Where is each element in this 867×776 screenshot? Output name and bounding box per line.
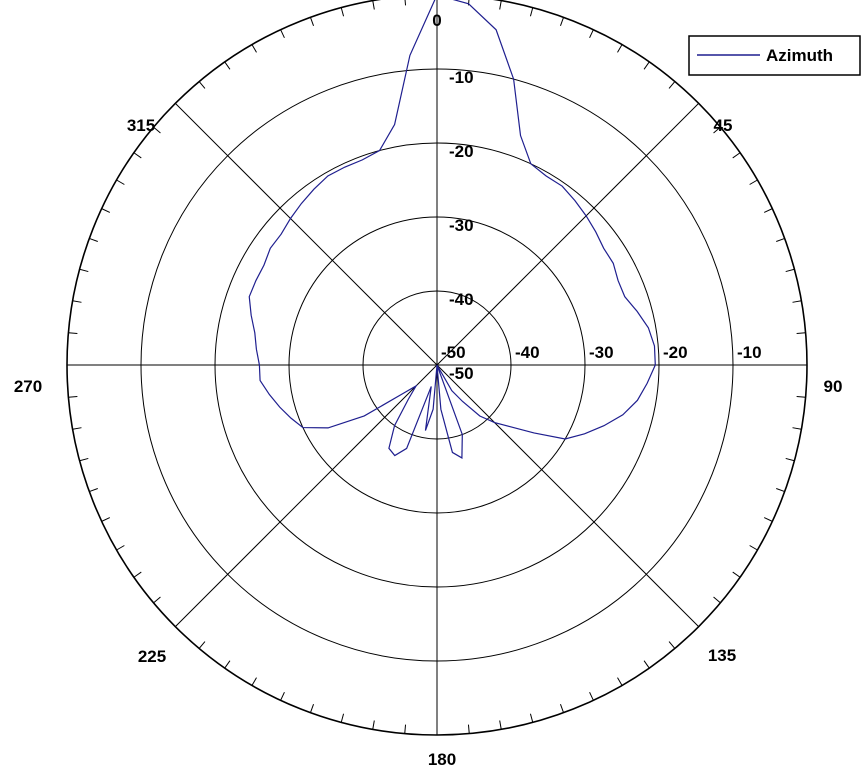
angle-tick [643,61,650,70]
angle-tick [792,427,802,430]
radial-label-horizontal: -10 [737,343,762,362]
angle-tick [792,300,802,303]
angle-tick [372,0,375,10]
angle-tick [589,29,594,39]
angle-tick [89,487,98,493]
angle-tick [617,44,623,53]
angle-label-180: 180 [428,750,456,769]
angle-label-315: 315 [127,116,155,135]
angle-tick [101,208,111,213]
angle-tick [776,237,785,243]
radial-tick-labels: -50 -50 -40 -40 -30 -30 -20 -20 -10 -10 [441,68,762,383]
radial-label-vertical: -50 [449,364,474,383]
angle-tick [732,571,741,578]
angle-tick [280,691,285,701]
angle-labels: 0 45 90 135 180 225 270 315 [14,11,843,769]
angle-tick [101,517,111,522]
outer-tick-marks [68,0,806,734]
angle-tick [763,517,773,522]
angle-tick [309,17,315,26]
angle-tick [467,724,470,734]
radial-label-vertical: -40 [449,290,474,309]
angle-tick [732,152,741,159]
angle-tick [404,0,407,6]
angle-tick [643,660,650,669]
angle-tick [713,126,721,134]
angle-tick [153,126,161,134]
angle-tick [340,713,345,723]
angle-tick [404,724,407,734]
radial-label-vertical: -30 [449,216,474,235]
angle-tick [72,427,82,430]
angle-tick [251,44,257,53]
angle-tick [198,641,206,649]
series-line-azimuth [248,0,656,459]
angle-tick [79,268,89,273]
angle-tick [72,300,82,303]
angle-tick [589,691,594,701]
angle-label-270: 270 [14,377,42,396]
legend: Azimuth [688,35,861,76]
angle-tick [796,395,806,398]
angle-tick [79,457,89,462]
angle-tick [68,395,78,398]
angle-tick [529,713,534,723]
angle-tick [153,596,161,604]
angle-label-45: 45 [714,116,733,135]
angle-label-225: 225 [138,647,166,666]
angle-tick [133,152,142,159]
angle-tick [749,179,758,185]
angle-tick [280,29,285,39]
radial-label-horizontal: -50 [441,343,466,362]
angle-tick [763,208,773,213]
angle-tick [89,237,98,243]
angle-tick [785,457,795,462]
angle-tick [749,545,758,551]
angle-tick [116,179,125,185]
angle-label-135: 135 [708,646,736,665]
angle-tick [198,81,206,89]
angle-label-90: 90 [824,377,843,396]
radial-label-horizontal: -20 [663,343,688,362]
angle-tick [617,677,623,686]
angle-tick [668,81,676,89]
angle-label-0: 0 [432,11,441,30]
angle-tick [785,268,795,273]
angle-tick [309,704,315,713]
angle-tick [796,332,806,335]
angle-tick [116,545,125,551]
angle-tick [559,704,565,713]
angle-tick [340,7,345,17]
legend-label-azimuth: Azimuth [766,46,833,65]
angle-tick [559,17,565,26]
angle-tick [224,660,231,669]
angle-tick [224,61,231,70]
radial-label-vertical: -10 [449,68,474,87]
angle-tick [529,7,534,17]
radial-label-vertical: -20 [449,142,474,161]
series-layer [248,0,656,459]
angle-tick [668,641,676,649]
radial-label-horizontal: -40 [515,343,540,362]
angle-tick [713,596,721,604]
angle-tick [68,332,78,335]
angle-tick [499,0,502,10]
radial-label-horizontal: -30 [589,343,614,362]
angle-tick [133,571,142,578]
angle-tick [372,720,375,730]
angle-tick [251,677,257,686]
angle-tick [499,720,502,730]
angle-tick [776,487,785,493]
